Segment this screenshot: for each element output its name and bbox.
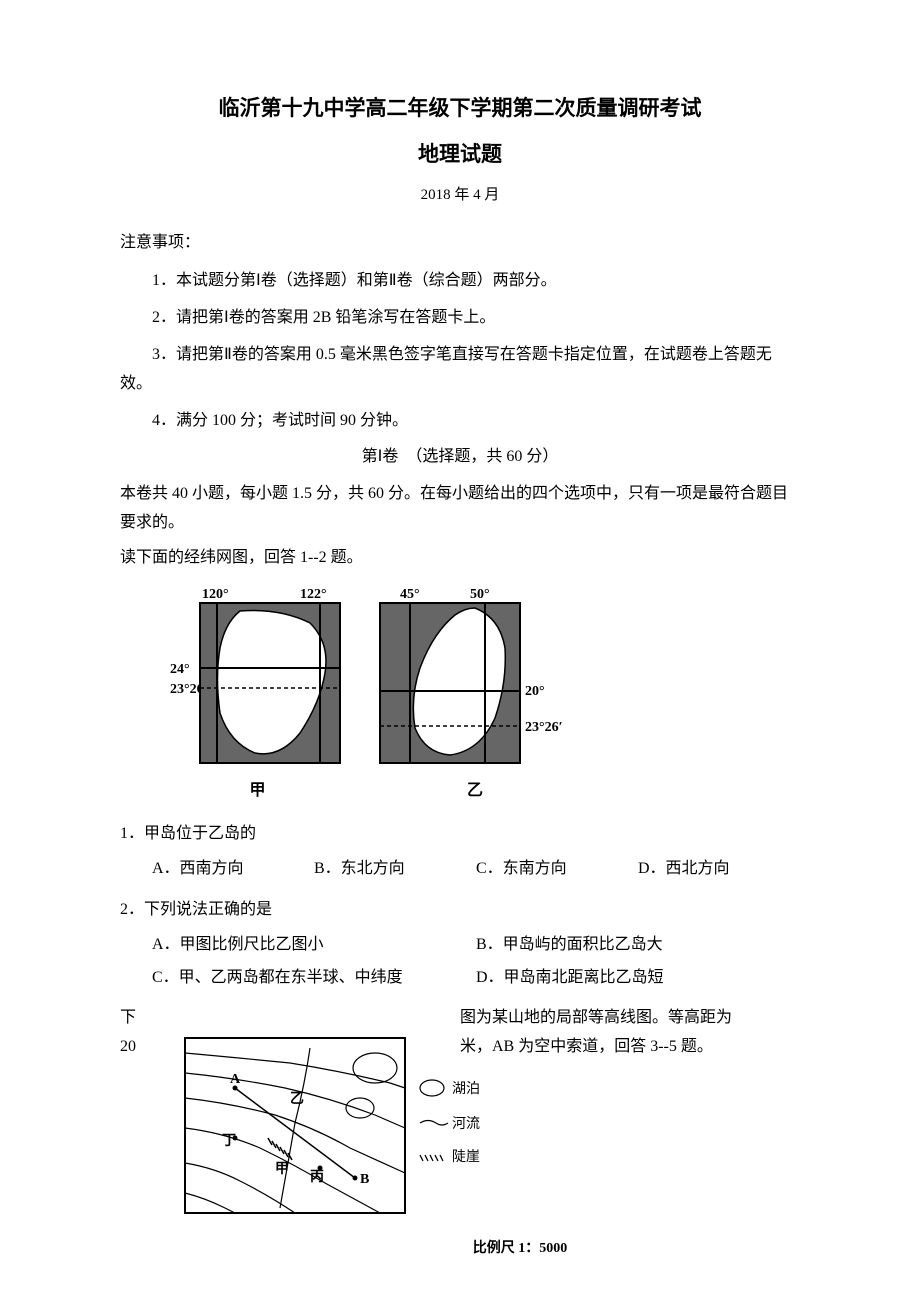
contour-scale: 比例尺 1：5000: [240, 1236, 800, 1261]
q2-options: A．甲图比例尺比乙图小 B．甲岛屿的面积比乙岛大 C．甲、乙两岛都在东半球、中纬…: [120, 931, 800, 997]
contour-label-bing: 丙: [310, 1169, 324, 1185]
map2-lat-2: 23°26′: [525, 720, 563, 735]
map-yi-label: 乙: [375, 777, 575, 806]
exam-subtitle: 地理试题: [120, 136, 800, 174]
map-jia: 120° 122° 24° 23°26′ 甲: [170, 583, 345, 806]
q2-opt-b: B．甲岛屿的面积比乙岛大: [476, 931, 800, 960]
exam-date: 2018 年 4 月: [120, 182, 800, 209]
map-jia-label: 甲: [170, 777, 345, 806]
map-jia-svg: 120° 122° 24° 23°26′: [170, 583, 345, 773]
q1-opt-a: A．西南方向: [152, 855, 314, 884]
intro35-left2: 20: [120, 1033, 150, 1234]
q2-opt-d: D．甲岛南北距离比乙岛短: [476, 964, 800, 993]
legend-river: 河流: [452, 1116, 480, 1132]
intro35-right2: 米，AB 为空中索道，回答 3--5 题。: [460, 1033, 713, 1062]
map1-lat-1: 24°: [170, 662, 190, 677]
q1-options: A．西南方向 B．东北方向 C．东南方向 D．西北方向: [120, 855, 800, 888]
q2-opt-c: C．甲、乙两岛都在东半球、中纬度: [152, 964, 476, 993]
map-figures: 120° 122° 24° 23°26′ 甲 45° 50° 20° 23°26…: [170, 583, 800, 806]
notice-item-2: 2．请把第Ⅰ卷的答案用 2B 铅笔涂写在答题卡上。: [120, 304, 800, 333]
q3-5-intro-row1: 下 图为某山地的局部等高线图。等高距为: [120, 1004, 800, 1033]
q1-text: 1．甲岛位于乙岛的: [120, 820, 800, 849]
intro35-right1: 图为某山地的局部等高线图。等高距为: [460, 1004, 800, 1033]
contour-label-jia: 甲: [275, 1161, 289, 1177]
q1-opt-b: B．东北方向: [314, 855, 476, 884]
q2-text: 2．下列说法正确的是: [120, 896, 800, 925]
map2-lon-left: 45°: [400, 587, 420, 602]
map2-lat-1: 20°: [525, 684, 545, 699]
q2-opt-a: A．甲图比例尺比乙图小: [152, 931, 476, 960]
contour-label-b: B: [360, 1172, 369, 1187]
contour-map-svg: A B 甲 乙 丙 丁 湖泊 河流 陡崖: [180, 1033, 490, 1223]
contour-label-a: A: [230, 1072, 241, 1087]
q3-5-intro-row2: 20 米，AB 为空中索道，回答 3--5 题。 A B 甲 乙 丙 丁: [120, 1033, 800, 1234]
intro35-left1: 下: [120, 1004, 460, 1033]
contour-label-ding: 丁: [222, 1134, 236, 1149]
notice-item-1: 1．本试题分第Ⅰ卷（选择题）和第Ⅱ卷（综合题）两部分。: [120, 267, 800, 296]
q1-opt-c: C．东南方向: [476, 855, 638, 884]
contour-label-yi: 乙: [290, 1091, 304, 1107]
map1-lon-right: 122°: [300, 587, 327, 602]
exam-title: 临沂第十九中学高二年级下学期第二次质量调研考试: [120, 90, 800, 128]
section-1-heading: 第Ⅰ卷 （选择题，共 60 分）: [120, 443, 800, 472]
q1-opt-d: D．西北方向: [638, 855, 800, 884]
notice-heading: 注意事项：: [120, 229, 800, 258]
map-yi-svg: 45° 50° 20° 23°26′: [375, 583, 575, 773]
map-yi: 45° 50° 20° 23°26′ 乙: [375, 583, 575, 806]
q1-2-intro: 读下面的经纬网图，回答 1--2 题。: [120, 544, 800, 573]
notice-item-4: 4．满分 100 分；考试时间 90 分钟。: [120, 407, 800, 436]
legend-cliff: 陡崖: [452, 1149, 480, 1165]
map2-lon-right: 50°: [470, 587, 490, 602]
map1-lon-left: 120°: [202, 587, 229, 602]
section-1-instruction: 本卷共 40 小题，每小题 1.5 分，共 60 分。在每小题给出的四个选项中，…: [120, 480, 800, 538]
legend-lake: 湖泊: [452, 1081, 480, 1097]
notice-item-3: 3．请把第Ⅱ卷的答案用 0.5 毫米黑色签字笔直接写在答题卡指定位置，在试题卷上…: [120, 341, 800, 399]
